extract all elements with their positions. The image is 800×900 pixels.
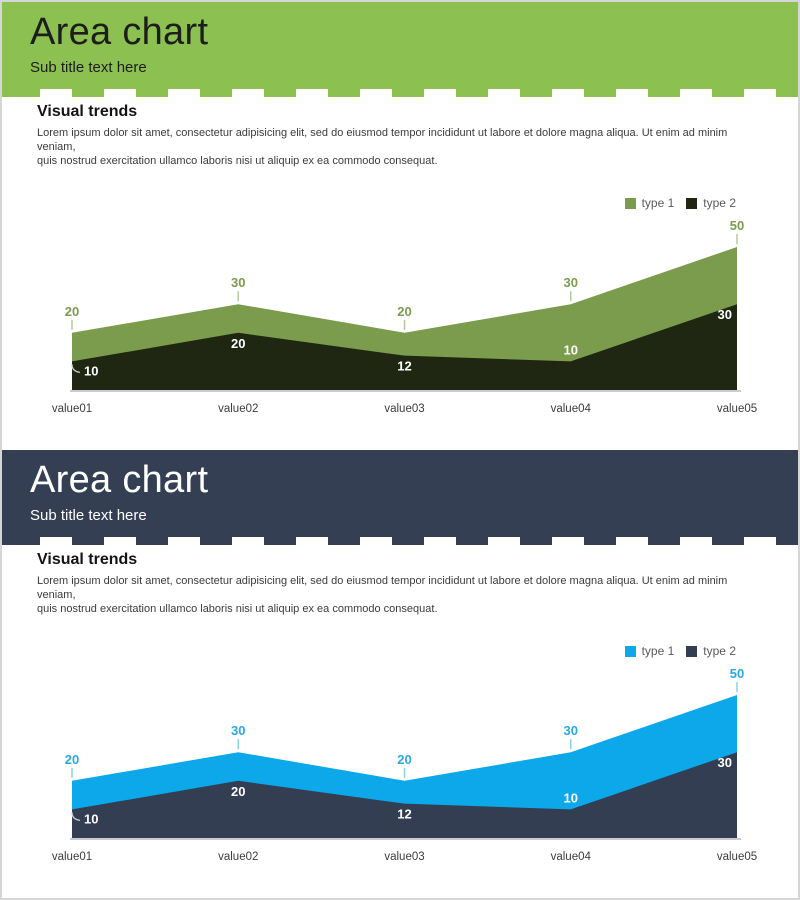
x-axis-label: value05 (717, 403, 757, 415)
chart-legend: type 1 type 2 (2, 644, 736, 658)
legend-item-type2: type 2 (686, 644, 736, 658)
area-chart: 20 30 20 30 50 10 20 12 10 30 value01 value02 value0… (52, 218, 757, 415)
legend-item-type1: type 1 (624, 196, 675, 210)
series2-value-label: 10 (84, 363, 98, 378)
legend-label: type 2 (703, 196, 736, 210)
x-axis-label: value04 (551, 851, 592, 863)
legend-swatch-icon (686, 645, 698, 657)
slide-header: Area chart Sub title text here (2, 450, 798, 537)
x-axis-label: value04 (551, 403, 592, 415)
section-heading: Visual trends (37, 551, 138, 568)
x-axis-label: value02 (218, 851, 258, 863)
series2-value-label: 30 (718, 307, 732, 322)
x-axis-label: value03 (384, 403, 424, 415)
x-axis-label: value02 (218, 403, 258, 415)
slide-header: Area chart Sub title text here (2, 2, 798, 89)
panel-area-chart-navy: Area chart Sub title text here Visual tr… (2, 450, 798, 898)
slide-title: Area chart (30, 459, 209, 501)
series2-value-label: 10 (84, 811, 98, 826)
x-axis-label: value05 (717, 851, 757, 863)
x-axis-line (70, 390, 741, 392)
slide-title: Area chart (30, 11, 209, 53)
dashed-divider (2, 537, 798, 545)
slide-subtitle: Sub title text here (30, 506, 147, 524)
area-chart: 20 30 20 30 50 10 20 12 10 30 value01 value02 value0… (52, 666, 757, 863)
series2-value-label: 20 (231, 784, 245, 799)
series2-value-label: 10 (564, 790, 578, 805)
series2-value-label: 10 (564, 342, 578, 357)
legend-item-type1: type 1 (624, 644, 675, 658)
value-leader-line (71, 812, 81, 822)
series1-value-label: 20 (397, 752, 411, 767)
series1-value-label: 50 (730, 666, 744, 681)
body-text-line: quis nostrud exercitation ullamco labori… (37, 155, 438, 167)
legend-item-type2: type 2 (686, 196, 736, 210)
chart-legend: type 1 type 2 (2, 196, 736, 210)
area-series-2 (72, 752, 737, 838)
legend-label: type 1 (641, 644, 675, 658)
panel-area-chart-green: Area chart Sub title text here Visual tr… (2, 2, 798, 450)
x-axis-label: value01 (52, 403, 92, 415)
series1-value-label: 30 (564, 723, 578, 738)
section-heading: Visual trends (37, 103, 138, 120)
series1-value-label: 30 (231, 275, 245, 290)
series2-value-label: 12 (397, 359, 411, 374)
legend-label: type 2 (703, 644, 736, 658)
x-axis-label: value01 (52, 851, 92, 863)
content-section: Visual trends Lorem ipsum dolor sit amet… (2, 97, 798, 168)
slide-subtitle: Sub title text here (30, 58, 147, 76)
body-text: Lorem ipsum dolor sit amet, consectetur … (37, 126, 763, 168)
legend-swatch-icon (686, 197, 698, 209)
series1-value-label: 50 (730, 218, 744, 233)
content-section: Visual trends Lorem ipsum dolor sit amet… (2, 545, 798, 616)
legend-label: type 1 (641, 196, 675, 210)
series1-value-label: 20 (65, 752, 79, 767)
series2-value-label: 12 (397, 807, 411, 822)
x-axis-line (70, 838, 741, 840)
value-leader-line (71, 364, 81, 374)
series1-value-label: 20 (397, 304, 411, 319)
dashed-divider (2, 89, 798, 97)
series1-value-label: 30 (231, 723, 245, 738)
body-text-line: Lorem ipsum dolor sit amet, consectetur … (37, 127, 728, 153)
legend-swatch-icon (624, 645, 636, 657)
body-text: Lorem ipsum dolor sit amet, consectetur … (37, 574, 763, 616)
series2-value-label: 30 (718, 755, 732, 770)
series1-value-label: 30 (564, 275, 578, 290)
body-text-line: quis nostrud exercitation ullamco labori… (37, 603, 438, 615)
series1-value-label: 20 (65, 304, 79, 319)
body-text-line: Lorem ipsum dolor sit amet, consectetur … (37, 575, 728, 601)
x-axis-label: value03 (384, 851, 424, 863)
legend-swatch-icon (624, 197, 636, 209)
series2-value-label: 20 (231, 336, 245, 351)
area-series-2 (72, 304, 737, 390)
